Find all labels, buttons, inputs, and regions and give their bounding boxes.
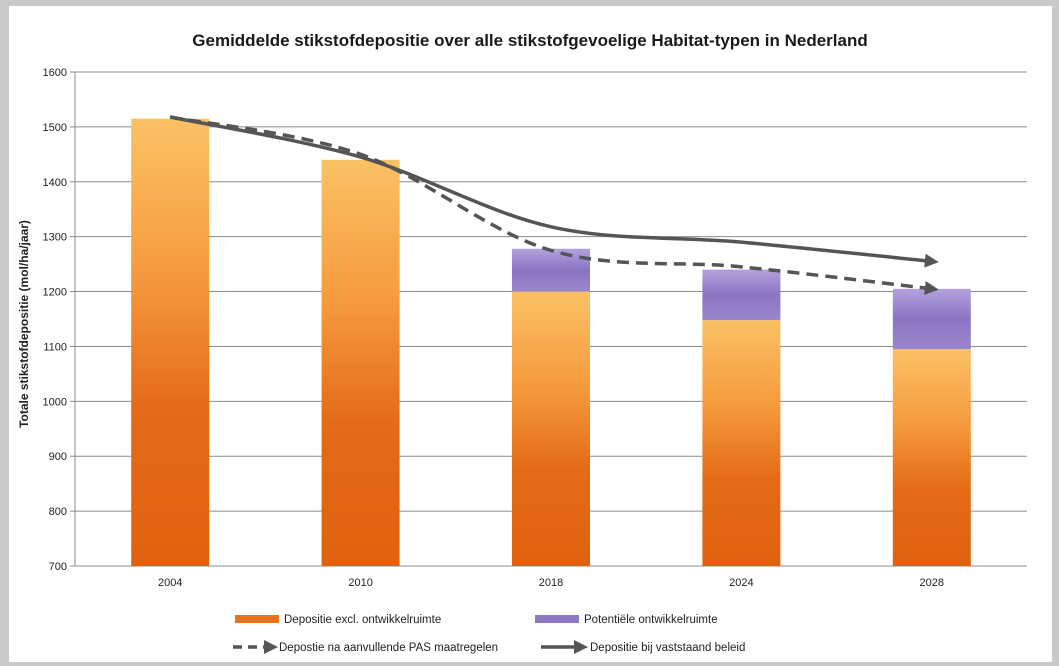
bar-depositie-2028 bbox=[892, 349, 971, 566]
xtick-label-2004: 2004 bbox=[158, 577, 182, 589]
legend-item-vaststaand-beleid: Depositie bij vaststaand beleid bbox=[541, 640, 745, 654]
bar-ontwikkelruimte-2028 bbox=[892, 288, 971, 350]
xtick-label-2028: 2028 bbox=[920, 577, 944, 589]
legend-item-potentiele-ontwikkelruimte: Potentiële ontwikkelruimte bbox=[535, 614, 718, 626]
ytick-label-1300: 1300 bbox=[43, 232, 67, 244]
ytick-label-1200: 1200 bbox=[43, 287, 67, 299]
xtick-label-2024: 2024 bbox=[729, 577, 753, 589]
ytick-label-1400: 1400 bbox=[43, 177, 67, 189]
legend-label-vaststaand-beleid: Depositie bij vaststaand beleid bbox=[590, 642, 745, 654]
legend-item-depositie-excl: Depositie excl. ontwikkelruimte bbox=[235, 614, 441, 626]
bar-ontwikkelruimte-2018 bbox=[512, 248, 590, 292]
x-axis-ticks: 2004 2010 2018 2024 2028 bbox=[158, 577, 944, 589]
legend-label-depostie-pas: Depostie na aanvullende PAS maatregelen bbox=[279, 642, 498, 654]
legend-label-depositie-excl: Depositie excl. ontwikkelruimte bbox=[284, 614, 441, 626]
bar-depositie-2010 bbox=[321, 159, 400, 567]
ytick-label-1600: 1600 bbox=[43, 67, 67, 79]
legend-label-potentiele-ontwikkelruimte: Potentiële ontwikkelruimte bbox=[584, 614, 718, 626]
ytick-label-700: 700 bbox=[49, 561, 67, 573]
chart: Gemiddelde stikstofdepositie over alle s… bbox=[17, 31, 1027, 654]
legend-item-depostie-pas: Depostie na aanvullende PAS maatregelen bbox=[233, 640, 498, 654]
ytick-label-1500: 1500 bbox=[43, 122, 67, 134]
xtick-label-2018: 2018 bbox=[539, 577, 563, 589]
line-vaststaand-beleid bbox=[169, 115, 939, 268]
xtick-label-2010: 2010 bbox=[348, 577, 372, 589]
bars bbox=[131, 118, 971, 567]
chart-panel: Gemiddelde stikstofdepositie over alle s… bbox=[9, 6, 1052, 662]
line-depostie-pas bbox=[169, 115, 939, 295]
ytick-label-1000: 1000 bbox=[43, 396, 67, 408]
bar-depositie-2024 bbox=[702, 320, 781, 566]
legend-swatch-purple bbox=[535, 615, 579, 623]
lines bbox=[169, 115, 939, 295]
bar-depositie-2018 bbox=[512, 291, 590, 566]
chart-title: Gemiddelde stikstofdepositie over alle s… bbox=[192, 31, 867, 50]
ytick-label-900: 900 bbox=[49, 451, 67, 463]
y-axis-label: Totale stikstofdepositie (mol/ha/jaar) bbox=[17, 220, 31, 428]
legend: Depositie excl. ontwikkelruimte Potentië… bbox=[233, 614, 745, 654]
ytick-label-800: 800 bbox=[49, 506, 67, 518]
bar-ontwikkelruimte-2024 bbox=[702, 269, 781, 321]
bar-depositie-2004 bbox=[131, 118, 210, 567]
ytick-label-1100: 1100 bbox=[43, 341, 67, 353]
y-axis-ticks: 700 800 900 1000 1100 1200 1300 1400 1500 1600 bbox=[43, 67, 67, 573]
legend-swatch-orange bbox=[235, 615, 279, 623]
